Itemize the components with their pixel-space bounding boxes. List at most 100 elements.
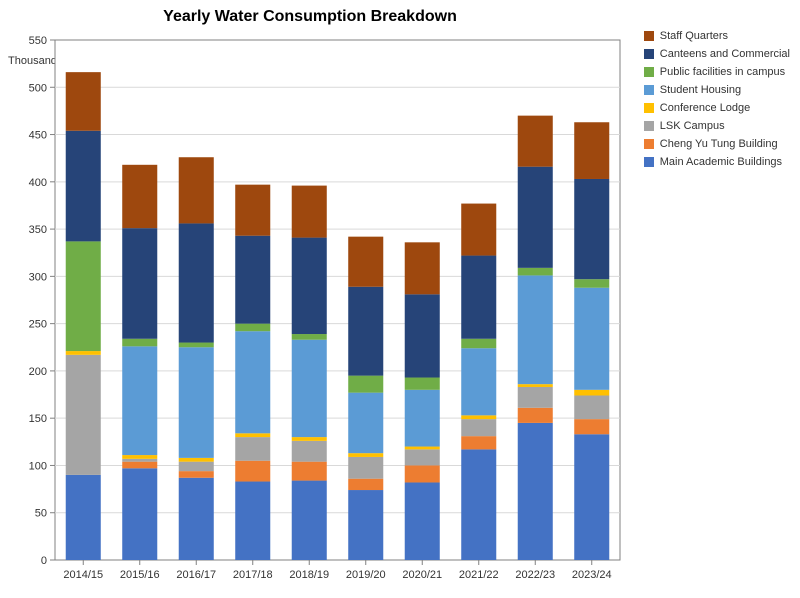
svg-text:450: 450: [29, 130, 47, 142]
bar-segment: [122, 165, 157, 228]
bar-segment: [292, 462, 327, 481]
svg-text:2023/24: 2023/24: [572, 569, 612, 581]
bar-segment: [179, 471, 214, 478]
bar-segment: [122, 459, 157, 462]
bar-segment: [461, 339, 496, 348]
svg-text:200: 200: [29, 366, 47, 378]
legend-swatch: [644, 85, 654, 95]
bar-segment: [235, 236, 270, 324]
svg-text:2017/18: 2017/18: [233, 569, 273, 581]
legend-label: Public facilities in campus: [660, 66, 785, 78]
bar-segment: [405, 465, 440, 482]
bar-segment: [122, 455, 157, 459]
bar-segment: [518, 423, 553, 560]
bar-segment: [66, 131, 101, 242]
svg-text:2014/15: 2014/15: [63, 569, 103, 581]
bar-segment: [122, 468, 157, 560]
svg-text:2022/23: 2022/23: [515, 569, 555, 581]
legend-label: Cheng Yu Tung Building: [660, 138, 778, 150]
bar-segment: [122, 346, 157, 455]
svg-text:2021/22: 2021/22: [459, 569, 499, 581]
bar-segment: [179, 458, 214, 462]
bar-segment: [518, 116, 553, 167]
chart-container: Yearly Water Consumption Breakdown Thous…: [0, 0, 800, 598]
bar-segment: [461, 415, 496, 419]
bar-segment: [66, 351, 101, 355]
bar-segment: [461, 348, 496, 415]
bar-segment: [405, 482, 440, 560]
bar-segment: [292, 340, 327, 437]
bar-segment: [405, 390, 440, 447]
legend-item: Student Housing: [644, 84, 790, 96]
bar-segment: [574, 390, 609, 396]
bar-segment: [179, 223, 214, 342]
bar-segment: [574, 122, 609, 179]
bar-segment: [461, 256, 496, 339]
bar-segment: [348, 457, 383, 479]
legend: Staff QuartersCanteens and CommercialPub…: [644, 30, 790, 174]
bar-segment: [292, 186, 327, 238]
bar-segment: [66, 241, 101, 351]
bar-segment: [235, 433, 270, 437]
bar-segment: [292, 334, 327, 340]
legend-swatch: [644, 103, 654, 113]
bar-segment: [461, 436, 496, 449]
bar-segment: [235, 437, 270, 461]
legend-item: Public facilities in campus: [644, 66, 790, 78]
legend-label: Canteens and Commercial: [660, 48, 790, 60]
legend-swatch: [644, 67, 654, 77]
bar-segment: [348, 287, 383, 376]
legend-label: Student Housing: [660, 84, 741, 96]
bar-segment: [574, 419, 609, 434]
bar-segment: [518, 167, 553, 268]
bar-segment: [405, 449, 440, 465]
bar-segment: [179, 157, 214, 223]
svg-text:2018/19: 2018/19: [289, 569, 329, 581]
svg-text:350: 350: [29, 224, 47, 236]
bar-segment: [348, 490, 383, 560]
bar-segment: [461, 419, 496, 436]
svg-text:300: 300: [29, 271, 47, 283]
bar-segment: [235, 461, 270, 482]
svg-text:2016/17: 2016/17: [176, 569, 216, 581]
legend-label: Main Academic Buildings: [660, 156, 782, 168]
legend-item: Cheng Yu Tung Building: [644, 138, 790, 150]
svg-text:250: 250: [29, 319, 47, 331]
bar-segment: [348, 237, 383, 287]
bar-segment: [66, 475, 101, 560]
legend-swatch: [644, 139, 654, 149]
bar-segment: [122, 462, 157, 469]
svg-text:0: 0: [41, 555, 47, 567]
bar-segment: [574, 179, 609, 279]
bar-segment: [179, 343, 214, 348]
bar-segment: [348, 393, 383, 454]
legend-swatch: [644, 157, 654, 167]
bar-segment: [518, 268, 553, 276]
svg-text:500: 500: [29, 82, 47, 94]
bar-segment: [405, 447, 440, 450]
legend-swatch: [644, 49, 654, 59]
bar-segment: [405, 294, 440, 377]
bar-segment: [122, 339, 157, 347]
bar-segment: [348, 453, 383, 457]
bar-segment: [235, 324, 270, 332]
bar-segment: [292, 441, 327, 462]
bar-segment: [574, 279, 609, 288]
bar-segment: [179, 347, 214, 458]
bar-segment: [518, 384, 553, 387]
bar-segment: [405, 378, 440, 390]
bar-segment: [574, 288, 609, 390]
bar-segment: [292, 437, 327, 441]
legend-item: Main Academic Buildings: [644, 156, 790, 168]
bar-segment: [235, 482, 270, 560]
svg-text:150: 150: [29, 413, 47, 425]
svg-text:550: 550: [29, 35, 47, 47]
bar-segment: [461, 449, 496, 560]
legend-swatch: [644, 31, 654, 41]
bar-segment: [405, 242, 440, 294]
svg-text:100: 100: [29, 460, 47, 472]
svg-text:2015/16: 2015/16: [120, 569, 160, 581]
legend-swatch: [644, 121, 654, 131]
bar-segment: [122, 228, 157, 339]
svg-text:2020/21: 2020/21: [402, 569, 442, 581]
